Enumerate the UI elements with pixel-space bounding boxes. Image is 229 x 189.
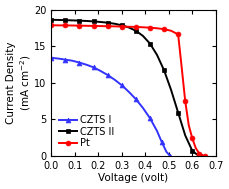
CZTS I bbox=[160, 141, 163, 143]
CZTS II bbox=[170, 89, 172, 91]
CZTS I bbox=[149, 117, 151, 119]
Pt bbox=[50, 24, 53, 26]
CZTS II bbox=[142, 35, 144, 37]
Pt bbox=[57, 24, 60, 26]
CZTS II bbox=[191, 149, 194, 152]
Pt bbox=[92, 25, 95, 27]
Pt bbox=[71, 24, 74, 27]
Pt bbox=[120, 25, 123, 28]
Pt bbox=[180, 66, 183, 68]
Pt bbox=[106, 25, 109, 27]
Pt bbox=[184, 100, 187, 102]
Line: CZTS II: CZTS II bbox=[49, 17, 203, 158]
CZTS II bbox=[184, 134, 187, 136]
CZTS II bbox=[99, 21, 102, 23]
CZTS I bbox=[99, 70, 102, 72]
Pt bbox=[170, 30, 172, 32]
CZTS I bbox=[78, 61, 81, 64]
CZTS II bbox=[106, 22, 109, 24]
Pt bbox=[191, 137, 194, 139]
CZTS II bbox=[177, 112, 180, 114]
Pt bbox=[113, 25, 116, 28]
CZTS II bbox=[113, 23, 116, 25]
Pt bbox=[187, 124, 190, 126]
CZTS I bbox=[85, 64, 88, 66]
Pt bbox=[198, 153, 201, 155]
Pt bbox=[99, 25, 102, 27]
CZTS I bbox=[64, 59, 67, 61]
CZTS II bbox=[64, 19, 67, 21]
CZTS I bbox=[113, 79, 116, 81]
CZTS II bbox=[120, 24, 123, 26]
Line: Pt: Pt bbox=[49, 23, 208, 158]
Pt bbox=[64, 24, 67, 27]
CZTS II bbox=[163, 69, 165, 71]
CZTS I bbox=[50, 57, 53, 59]
CZTS I bbox=[71, 60, 74, 62]
X-axis label: Voltage (volt): Voltage (volt) bbox=[98, 174, 169, 184]
Pt bbox=[156, 27, 158, 29]
CZTS I bbox=[134, 98, 137, 100]
CZTS I bbox=[57, 57, 60, 60]
Pt bbox=[142, 26, 144, 28]
Pt bbox=[163, 28, 165, 30]
CZTS II bbox=[92, 20, 95, 22]
CZTS II bbox=[156, 54, 158, 56]
Pt bbox=[134, 26, 137, 28]
CZTS II bbox=[127, 26, 130, 29]
CZTS I bbox=[169, 155, 171, 157]
CZTS II bbox=[78, 19, 81, 22]
CZTS II bbox=[199, 155, 202, 157]
CZTS II bbox=[71, 19, 74, 22]
CZTS I bbox=[92, 66, 95, 68]
CZTS II bbox=[57, 19, 60, 21]
Y-axis label: Current Density
(mA cm$^{-2}$): Current Density (mA cm$^{-2}$) bbox=[5, 41, 33, 124]
Line: CZTS I: CZTS I bbox=[49, 55, 172, 158]
CZTS II bbox=[149, 42, 151, 45]
CZTS I bbox=[142, 107, 144, 109]
CZTS I bbox=[165, 151, 168, 153]
CZTS II bbox=[197, 154, 199, 156]
CZTS II bbox=[85, 20, 88, 22]
CZTS I bbox=[120, 84, 123, 86]
CZTS I bbox=[127, 91, 130, 93]
Pt bbox=[202, 154, 204, 156]
Pt bbox=[78, 25, 81, 27]
CZTS II bbox=[134, 30, 137, 32]
Pt bbox=[194, 147, 197, 149]
CZTS II bbox=[50, 19, 53, 21]
CZTS I bbox=[106, 74, 109, 76]
Pt bbox=[204, 155, 207, 157]
CZTS I bbox=[156, 130, 158, 132]
Pt bbox=[177, 33, 180, 36]
Pt bbox=[149, 27, 151, 29]
Pt bbox=[85, 25, 88, 27]
Pt bbox=[127, 26, 130, 28]
Legend: CZTS I, CZTS II, Pt: CZTS I, CZTS II, Pt bbox=[56, 112, 117, 151]
